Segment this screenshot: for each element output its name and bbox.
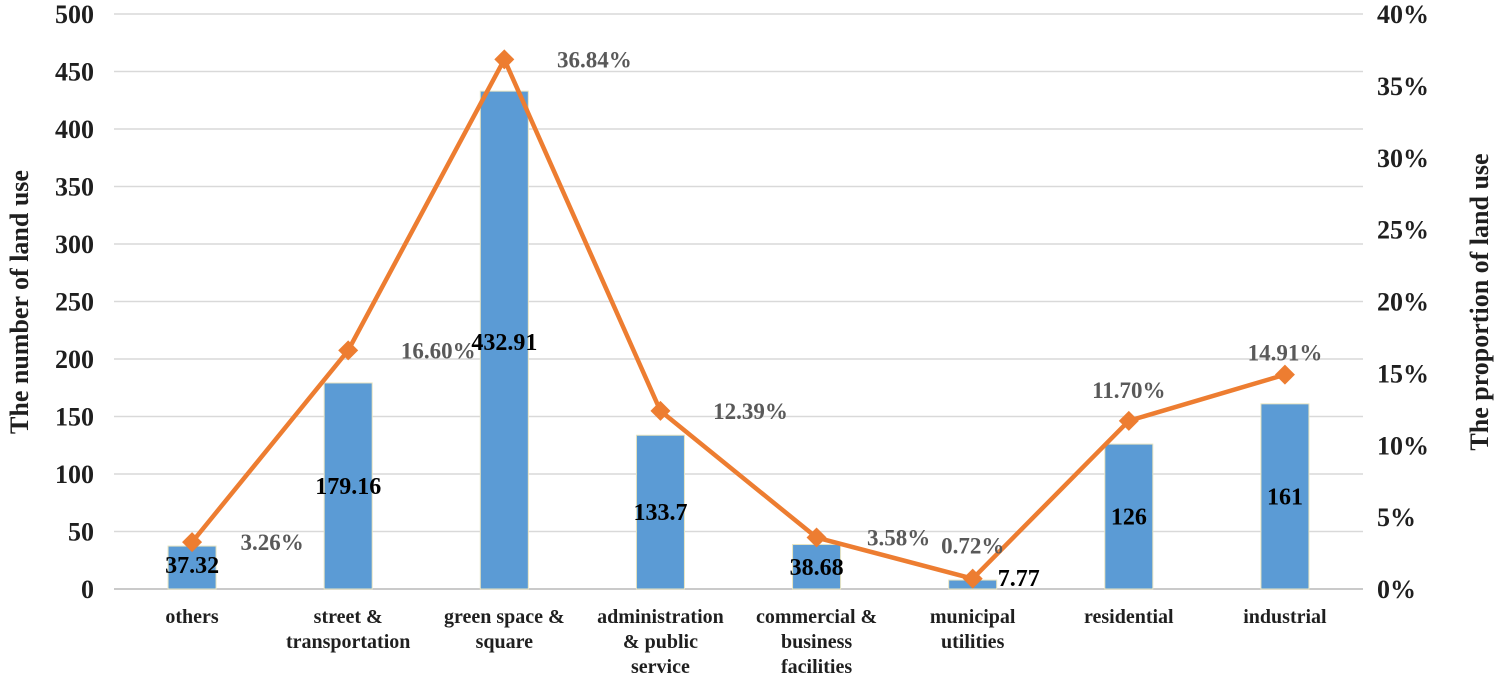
left-tick-label: 300 bbox=[55, 230, 94, 259]
right-tick-label: 10% bbox=[1377, 431, 1429, 460]
right-tick-label: 35% bbox=[1377, 72, 1429, 101]
line-marker bbox=[650, 400, 671, 421]
bar-value-label: 7.77 bbox=[998, 566, 1040, 592]
category-label: others bbox=[165, 606, 219, 628]
right-tick-label: 15% bbox=[1377, 359, 1429, 388]
line-value-label: 36.84% bbox=[557, 47, 632, 72]
line-marker bbox=[1118, 410, 1139, 431]
bar-series bbox=[167, 90, 1310, 590]
left-tick-label: 50 bbox=[68, 518, 94, 547]
line-marker bbox=[494, 49, 515, 70]
category-label: industrial bbox=[1243, 606, 1327, 628]
bar bbox=[1104, 443, 1154, 590]
bar bbox=[635, 434, 685, 590]
left-tick-label: 150 bbox=[55, 403, 94, 432]
left-tick-label: 450 bbox=[55, 58, 94, 87]
bar-value-label: 179.16 bbox=[315, 474, 381, 500]
bar-value-label: 37.32 bbox=[165, 553, 219, 579]
left-axis-ticks: 0 50 100 150 200 250 300 350 400 450 500 bbox=[55, 0, 94, 604]
bar bbox=[479, 90, 529, 590]
right-tick-label: 5% bbox=[1377, 503, 1416, 532]
bar-value-label: 133.7 bbox=[633, 500, 687, 526]
bar-value-label: 38.68 bbox=[790, 555, 844, 581]
left-tick-label: 350 bbox=[55, 173, 94, 202]
line-series bbox=[182, 49, 1295, 589]
line-value-label: 3.26% bbox=[240, 530, 303, 555]
left-tick-label: 250 bbox=[55, 288, 94, 317]
line-marker bbox=[1274, 364, 1295, 385]
line-value-label: 12.39% bbox=[713, 399, 788, 424]
line-marker bbox=[182, 532, 203, 553]
line-value-label: 16.60% bbox=[401, 338, 476, 363]
gridlines bbox=[114, 13, 1363, 590]
category-label: commercial & business facilities bbox=[756, 606, 877, 678]
right-tick-label: 0% bbox=[1377, 575, 1416, 604]
left-axis-title: The number of land use bbox=[5, 170, 34, 434]
left-tick-label: 0 bbox=[81, 575, 94, 604]
line-marker bbox=[338, 340, 359, 361]
category-label: municipal utilities bbox=[930, 606, 1016, 653]
right-tick-label: 30% bbox=[1377, 144, 1429, 173]
line-marker bbox=[962, 568, 983, 589]
left-tick-label: 200 bbox=[55, 345, 94, 374]
right-tick-label: 25% bbox=[1377, 216, 1429, 245]
line-marker bbox=[806, 527, 827, 548]
left-tick-label: 500 bbox=[55, 0, 94, 29]
category-axis-labels: others street & transportation green space … bbox=[165, 606, 1327, 678]
category-label: green space & square bbox=[444, 606, 565, 653]
bar bbox=[792, 544, 842, 590]
category-label: street & transportation bbox=[286, 606, 410, 653]
bar bbox=[167, 545, 217, 590]
right-tick-label: 20% bbox=[1377, 288, 1429, 317]
line-value-label: 14.91% bbox=[1248, 341, 1323, 366]
proportion-line bbox=[190, 57, 1286, 581]
right-tick-label: 40% bbox=[1377, 0, 1429, 29]
bar bbox=[1260, 403, 1310, 590]
category-label: administration & public service bbox=[597, 606, 724, 678]
left-tick-label: 100 bbox=[55, 460, 94, 489]
right-axis-title: The proportion of land use bbox=[1465, 153, 1494, 450]
line-value-label: 0.72% bbox=[941, 534, 1004, 559]
line-value-label: 3.58% bbox=[867, 526, 930, 551]
bar-value-label: 432.91 bbox=[471, 330, 537, 356]
bar-value-label: 126 bbox=[1111, 505, 1147, 531]
right-axis-ticks: 0% 5% 10% 15% 20% 25% 30% 35% 40% bbox=[1377, 0, 1429, 604]
data-labels: 37.32 179.16 432.91 133.7 38.68 7.77 126 161 3.2… bbox=[165, 47, 1322, 592]
category-label: residential bbox=[1084, 606, 1174, 628]
bar-value-label: 161 bbox=[1267, 484, 1303, 510]
bar bbox=[323, 382, 373, 590]
line-value-label: 11.70% bbox=[1092, 378, 1165, 403]
left-tick-label: 400 bbox=[55, 115, 94, 144]
